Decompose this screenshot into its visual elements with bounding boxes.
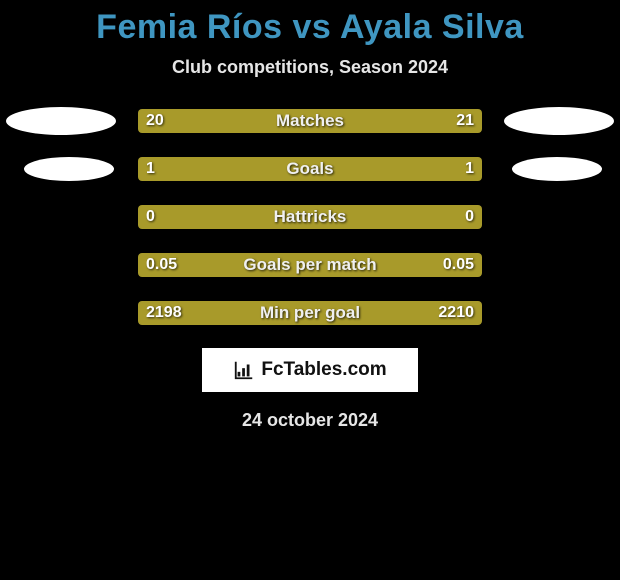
value-left: 0.05 — [146, 256, 177, 274]
stat-label: Goals per match — [243, 255, 376, 275]
value-right: 2210 — [438, 304, 474, 322]
stat-label: Matches — [276, 111, 344, 131]
value-left: 0 — [146, 208, 155, 226]
stat-row: 2198 2210 Min per goal — [0, 300, 620, 326]
value-left: 2198 — [146, 304, 182, 322]
stat-row: 0 0 Hattricks — [0, 204, 620, 230]
chart-icon — [233, 359, 255, 381]
stat-label: Min per goal — [260, 303, 360, 323]
player-avatar-right — [504, 107, 614, 135]
stat-row: 1 1 Goals — [0, 156, 620, 182]
value-right: 21 — [456, 112, 474, 130]
logo-text: FcTables.com — [261, 359, 386, 381]
stat-bar: 2198 2210 Min per goal — [138, 301, 482, 325]
stat-bar: 0.05 0.05 Goals per match — [138, 253, 482, 277]
value-right: 0.05 — [443, 256, 474, 274]
stat-bar: 20 21 Matches — [138, 109, 482, 133]
comparison-infographic: Femia Ríos vs Ayala Silva Club competiti… — [0, 0, 620, 431]
subtitle: Club competitions, Season 2024 — [0, 57, 620, 78]
stat-bar: 1 1 Goals — [138, 157, 482, 181]
page-title: Femia Ríos vs Ayala Silva — [0, 8, 620, 47]
bar-right: 1 — [310, 157, 482, 181]
bar-left: 1 — [138, 157, 310, 181]
stat-label: Hattricks — [274, 207, 347, 227]
value-right: 0 — [465, 208, 474, 226]
fctables-logo: FcTables.com — [202, 348, 418, 392]
stat-bar: 0 0 Hattricks — [138, 205, 482, 229]
player-avatar-left — [6, 107, 116, 135]
player-avatar-right — [512, 157, 602, 181]
stat-row: 20 21 Matches — [0, 108, 620, 134]
value-right: 1 — [465, 160, 474, 178]
value-left: 1 — [146, 160, 155, 178]
date-text: 24 october 2024 — [0, 410, 620, 431]
comparison-rows: 20 21 Matches 1 1 Goals 0 0 Hattricks 0.05 0.05 Goa… — [0, 108, 620, 326]
stat-row: 0.05 0.05 Goals per match — [0, 252, 620, 278]
value-left: 20 — [146, 112, 164, 130]
player-avatar-left — [24, 157, 114, 181]
stat-label: Goals — [286, 159, 333, 179]
